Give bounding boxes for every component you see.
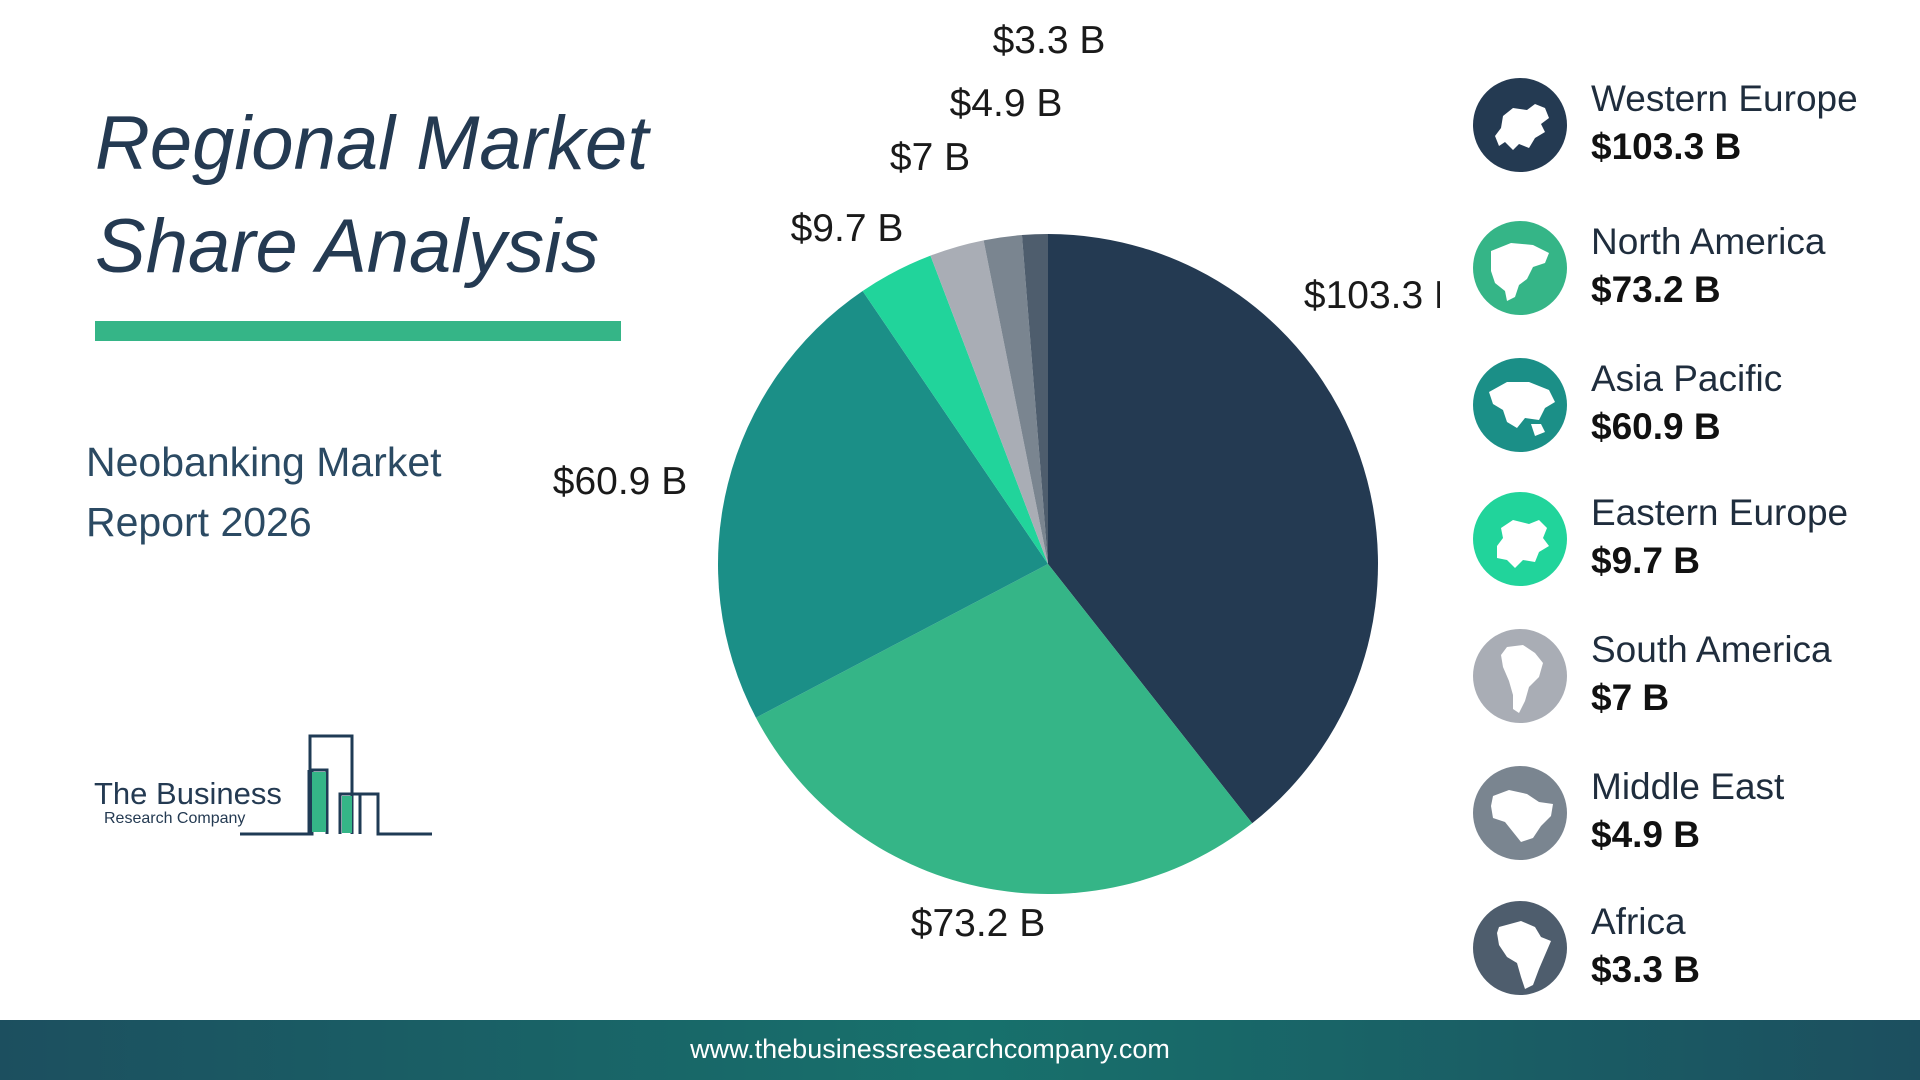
europe-map-icon — [1473, 78, 1567, 172]
south-america-map-icon — [1473, 629, 1567, 723]
legend-item: Africa $3.3 B — [1473, 901, 1913, 1001]
pie-label-middle-east: $4.9 B — [950, 82, 1063, 125]
title-line-1: Regional Market — [95, 101, 649, 186]
logo-name: The Business — [94, 776, 282, 811]
title-line-2: Share Analysis — [95, 204, 600, 289]
legend-region-value: $60.9 B — [1591, 406, 1721, 447]
legend-region-value: $7 B — [1591, 677, 1670, 718]
company-logo: The Business Research Company — [92, 730, 442, 840]
pie-label-africa: $3.3 B — [993, 19, 1106, 62]
africa-map-icon — [1473, 901, 1567, 995]
pie-label-south-america: $7 B — [890, 136, 970, 179]
pie-slice-eastern-europe — [862, 255, 1048, 564]
middle-east-map-icon — [1473, 766, 1567, 860]
legend-region-name: Eastern Europe — [1591, 492, 1849, 533]
legend-item: Eastern Europe $9.7 B — [1473, 492, 1913, 592]
legend-region-name: Asia Pacific — [1591, 358, 1783, 399]
pie-labels: $103.3 B $73.2 B $60.9 B $9.7 B $7 B $4.9 B $3… — [553, 19, 1440, 945]
pie-label-asia-pacific: $60.9 B — [553, 460, 687, 503]
legend-region-value: $9.7 B — [1591, 540, 1701, 581]
subtitle-line-2: Report 2026 — [86, 499, 312, 545]
legend-region-value: $3.3 B — [1591, 949, 1701, 990]
pie-slice-middle-east — [983, 235, 1048, 564]
legend-region-value: $73.2 B — [1591, 269, 1721, 310]
pie-label-western-europe: $103.3 B — [1304, 274, 1440, 317]
pie-slice-asia-pacific — [717, 290, 1048, 718]
eastern-europe-map-icon — [1473, 492, 1567, 586]
legend-item: Middle East $4.9 B — [1473, 766, 1913, 866]
page-title: Regional Market Share Analysis — [95, 92, 695, 298]
legend-region-name: South America — [1591, 629, 1832, 670]
logo-buildings-icon — [240, 734, 432, 836]
title-underline — [95, 321, 621, 341]
legend-region-name: Western Europe — [1591, 78, 1858, 119]
subtitle-line-1: Neobanking Market — [86, 439, 442, 485]
pie-slice-western-europe — [1048, 234, 1379, 824]
report-subtitle: Neobanking Market Report 2026 — [86, 432, 442, 552]
pie-slices — [717, 234, 1379, 894]
legend-item: South America $7 B — [1473, 629, 1913, 729]
legend-item: North America $73.2 B — [1473, 221, 1913, 321]
pie-slice-africa — [1021, 234, 1048, 564]
legend-region-name: North America — [1591, 221, 1826, 262]
pie-label-north-america: $73.2 B — [911, 902, 1045, 945]
footer-url[interactable]: www.thebusinessresearchcompany.com — [690, 1034, 1170, 1064]
legend-region-value: $4.9 B — [1591, 814, 1701, 855]
pie-chart: $103.3 B $73.2 B $60.9 B $9.7 B $7 B $4.9 B $3… — [553, 19, 1440, 945]
pie-label-eastern-europe: $9.7 B — [791, 207, 904, 250]
north-america-map-icon — [1473, 221, 1567, 315]
logo-subname: Research Company — [104, 810, 246, 827]
legend-item: Asia Pacific $60.9 B — [1473, 358, 1913, 458]
legend-item: Western Europe $103.3 B — [1473, 78, 1913, 178]
legend-region-name: Africa — [1591, 901, 1686, 942]
asia-pacific-map-icon — [1473, 358, 1567, 452]
legend-region-name: Middle East — [1591, 766, 1785, 807]
pie-slice-north-america — [755, 564, 1253, 894]
footer-bar: www.thebusinessresearchcompany.com — [0, 1020, 1920, 1080]
pie-slice-south-america — [930, 240, 1048, 564]
legend-region-value: $103.3 B — [1591, 126, 1742, 167]
